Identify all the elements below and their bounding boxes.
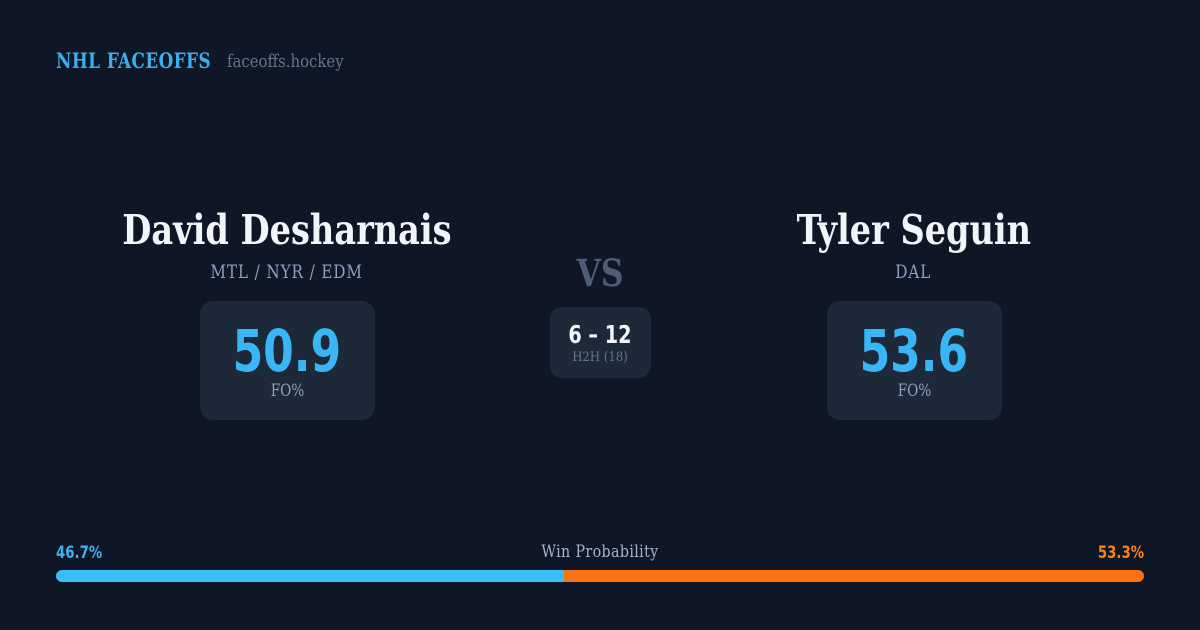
win-probability-left-pct: 46.7% (56, 543, 103, 563)
win-probability-title-text: Win Probability (541, 541, 659, 562)
stat-value-right: 53.6 (827, 323, 1002, 381)
brand-site-url: faceoffs.hockey (227, 50, 344, 72)
stat-card-right: 53.6 FO% (826, 301, 1002, 420)
player-teams-right-text: DAL (895, 260, 932, 283)
stat-card-left: 50.9 FO% (199, 301, 375, 420)
stat-value-right-text: 53.6 (859, 318, 969, 385)
win-probability-bar-right-segment (564, 570, 1144, 582)
h2h-label: H2H (18) (572, 350, 628, 365)
h2h-card: 6 – 12 H2H (18) (549, 307, 651, 378)
player-name-left: David Desharnais (57, 205, 517, 254)
stat-value-left: 50.9 (200, 323, 375, 381)
player-name-right: Tyler Seguin (684, 205, 1144, 254)
brand-title: NHL FACEOFFS (56, 48, 212, 73)
player-name-right-text: Tyler Seguin (796, 205, 1031, 254)
stat-label-right: FO% (897, 381, 931, 402)
player-teams-left-text: MTL / NYR / EDM (210, 260, 363, 283)
player-teams-left: MTL / NYR / EDM (57, 260, 517, 283)
player-name-left-text: David Desharnais (121, 205, 452, 254)
stat-label-left: FO% (270, 381, 304, 402)
stat-value-left-text: 50.9 (232, 318, 342, 385)
h2h-score: 6 – 12 (550, 322, 651, 347)
win-probability-right-pct: 53.3% (1097, 543, 1144, 563)
win-probability-bar-left-segment (56, 570, 565, 582)
vs-label: VS (576, 250, 624, 295)
player-teams-right: DAL (684, 260, 1144, 283)
win-probability-bar (56, 570, 1144, 582)
h2h-score-text: 6 – 12 (568, 319, 632, 349)
win-probability-title: Win Probability (56, 541, 1144, 562)
